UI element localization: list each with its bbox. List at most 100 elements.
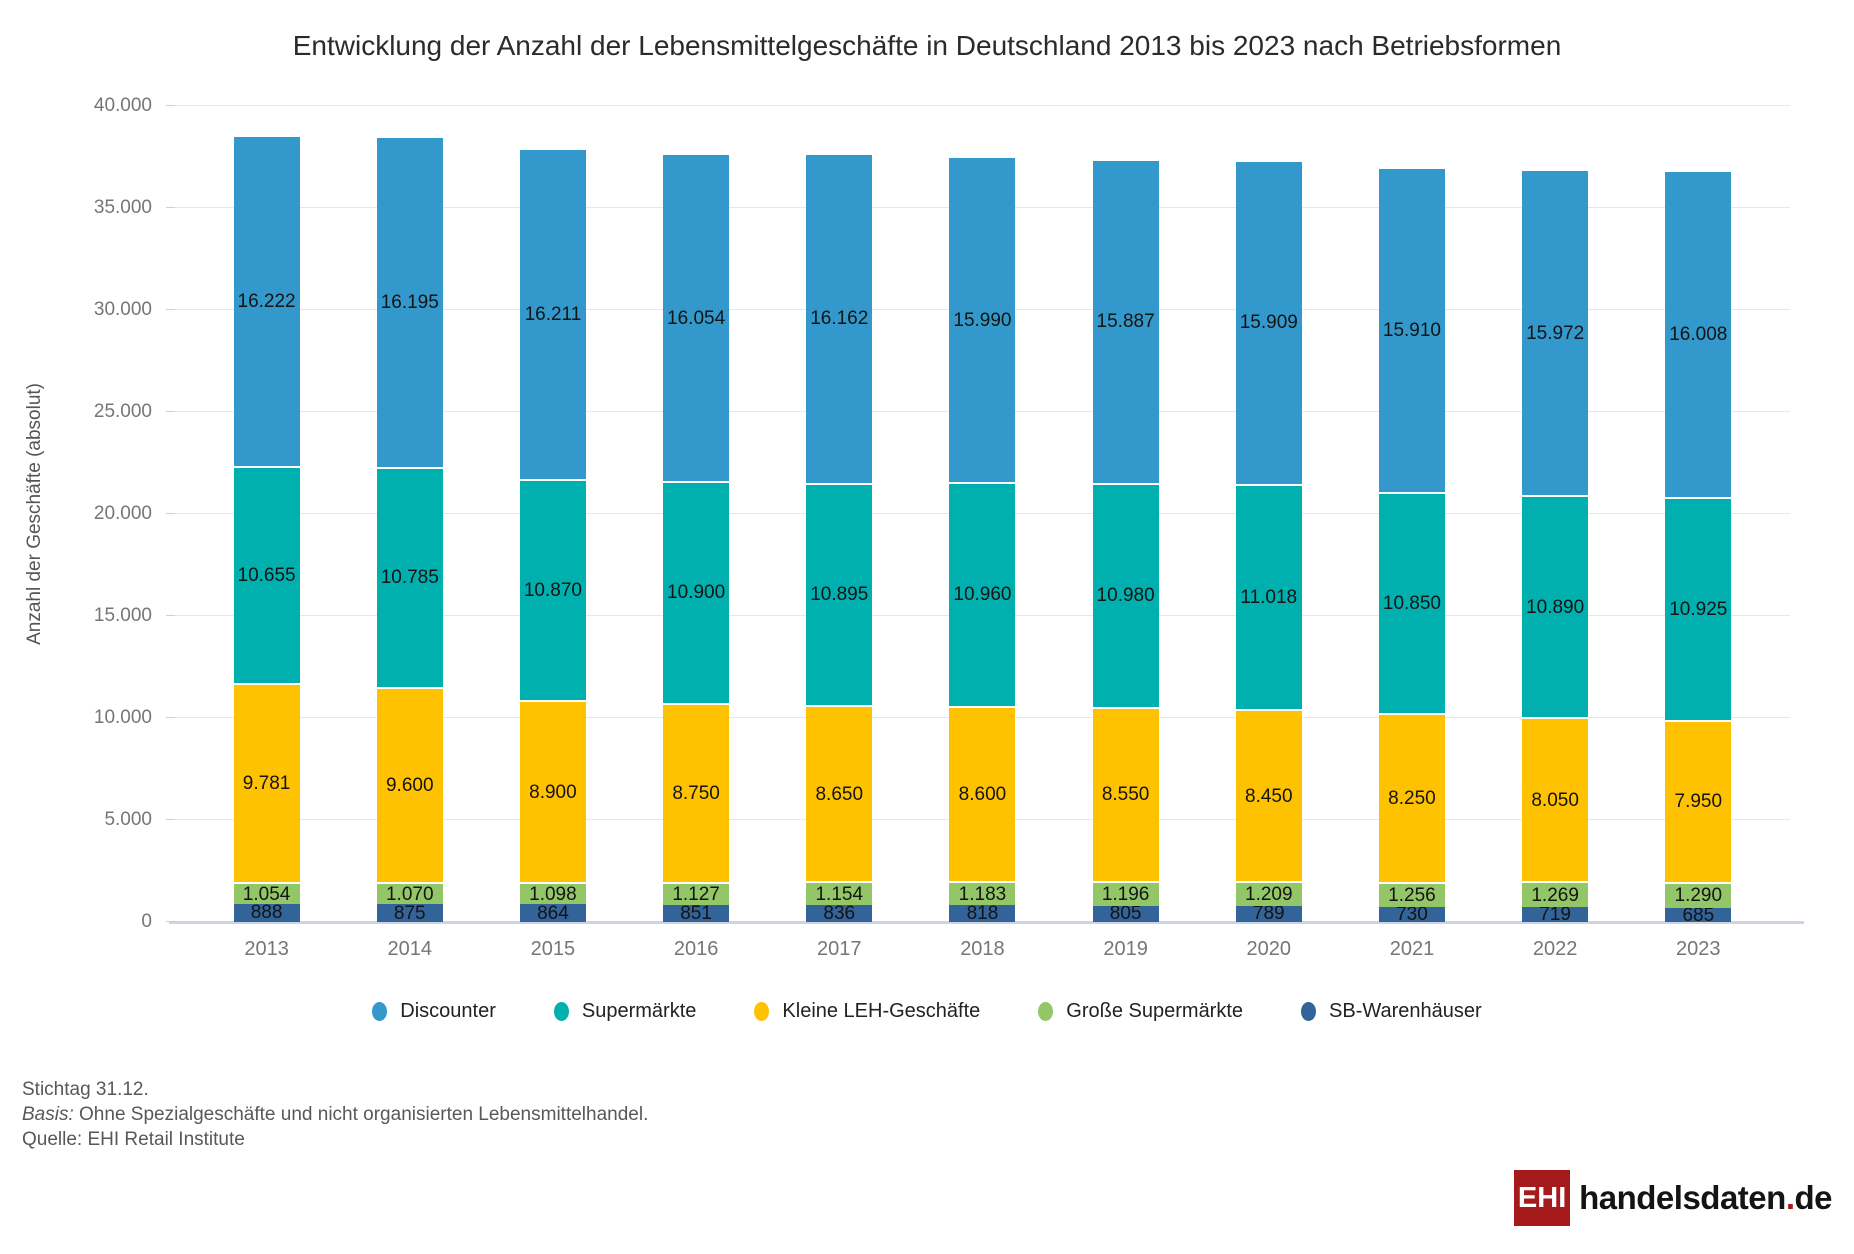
x-tick-label-2014: 2014 bbox=[387, 938, 433, 960]
axis-tick-mark bbox=[166, 411, 175, 412]
y-tick-label: 40.000 bbox=[93, 95, 152, 116]
segment-discounter: 15.887 bbox=[1092, 158, 1159, 483]
bars: 888 1.054 9.781 10.655 16.222 875 1.070 9.600 10… bbox=[175, 106, 1790, 926]
legend-item-discounter[interactable]: Discounter bbox=[372, 1000, 496, 1023]
segment-value-label: 836 bbox=[823, 902, 856, 924]
segment-value-label: 10.870 bbox=[523, 580, 582, 602]
segment-kleine-leh-gesch-fte: 8.750 bbox=[663, 703, 730, 882]
legend-item-superm-rkte[interactable]: Supermärkte bbox=[553, 1000, 697, 1023]
segment-gro-e-superm-rkte: 1.183 bbox=[949, 881, 1016, 906]
bar-2017: 836 1.154 8.650 10.895 16.162 bbox=[806, 153, 873, 924]
segment-value-label: 10.655 bbox=[237, 564, 296, 586]
segment-value-label: 10.960 bbox=[953, 584, 1012, 606]
segment-value-label: 16.211 bbox=[524, 303, 582, 325]
segment-kleine-leh-gesch-fte: 8.250 bbox=[1378, 713, 1445, 882]
segment-gro-e-superm-rkte: 1.054 bbox=[233, 882, 300, 904]
segment-value-label: 16.222 bbox=[237, 290, 296, 312]
segment-discounter: 16.008 bbox=[1665, 170, 1732, 497]
plot-area: 888 1.054 9.781 10.655 16.222 875 1.070 9.600 10… bbox=[166, 105, 1804, 926]
segment-value-label: 16.195 bbox=[380, 291, 439, 313]
segment-superm-rkte: 10.895 bbox=[806, 482, 873, 705]
segment-value-label: 1.269 bbox=[1531, 884, 1579, 906]
segment-value-label: 864 bbox=[537, 902, 569, 924]
segment-sb-warenh-user: 875 bbox=[376, 904, 443, 923]
legend-item-kleine-leh-gesch-fte[interactable]: Kleine LEH-Geschäfte bbox=[754, 1000, 980, 1023]
y-tick-label: 15.000 bbox=[93, 605, 152, 626]
segment-value-label: 16.054 bbox=[667, 307, 726, 329]
segment-kleine-leh-gesch-fte: 8.600 bbox=[949, 705, 1016, 882]
segment-gro-e-superm-rkte: 1.127 bbox=[663, 881, 730, 905]
axis-tick-mark bbox=[166, 105, 175, 106]
segment-value-label: 10.785 bbox=[380, 567, 439, 589]
segment-discounter: 15.910 bbox=[1378, 167, 1445, 492]
segment-value-label: 15.910 bbox=[1382, 320, 1442, 342]
segment-gro-e-superm-rkte: 1.154 bbox=[806, 881, 873, 905]
segment-value-label: 8.250 bbox=[1388, 787, 1436, 809]
y-tick-label: 30.000 bbox=[93, 299, 152, 320]
segment-value-label: 1.070 bbox=[385, 883, 434, 905]
x-tick-label-2017: 2017 bbox=[817, 938, 862, 960]
segment-value-label: 10.895 bbox=[810, 584, 869, 606]
axis-tick-mark bbox=[166, 615, 175, 616]
bar-2013: 888 1.054 9.781 10.655 16.222 bbox=[233, 134, 300, 924]
legend-label: Supermärkte bbox=[581, 1000, 697, 1022]
segment-value-label: 1.290 bbox=[1674, 885, 1723, 907]
segment-value-label: 10.890 bbox=[1526, 596, 1585, 618]
segment-superm-rkte: 10.925 bbox=[1665, 496, 1732, 720]
axis-tick-mark bbox=[166, 207, 175, 208]
legend-marker-icon bbox=[754, 1002, 770, 1021]
segment-kleine-leh-gesch-fte: 8.900 bbox=[519, 700, 586, 882]
segment-kleine-leh-gesch-fte: 9.600 bbox=[376, 686, 443, 883]
legend: Discounter Supermärkte Kleine LEH-Geschäft… bbox=[0, 1000, 1854, 1023]
segment-value-label: 1.256 bbox=[1388, 884, 1436, 906]
x-tick-label-2013: 2013 bbox=[244, 938, 289, 960]
legend-item-sb-warenh-user[interactable]: SB-Warenhäuser bbox=[1301, 1000, 1482, 1023]
segment-gro-e-superm-rkte: 1.256 bbox=[1378, 881, 1445, 908]
segment-gro-e-superm-rkte: 1.290 bbox=[1665, 881, 1732, 909]
legend-item-gro-e-superm-rkte[interactable]: Große Supermärkte bbox=[1038, 1000, 1243, 1023]
segment-sb-warenh-user: 789 bbox=[1235, 903, 1302, 925]
segment-value-label: 1.098 bbox=[529, 883, 577, 905]
segment-superm-rkte: 10.785 bbox=[376, 466, 443, 687]
axis-tick-mark bbox=[166, 921, 175, 922]
segment-value-label: 10.980 bbox=[1096, 585, 1155, 607]
bar-2023: 685 1.290 7.950 10.925 16.008 bbox=[1665, 170, 1732, 925]
segment-value-label: 730 bbox=[1396, 904, 1428, 926]
handelsdaten-logo[interactable]: EHI handelsdaten.de bbox=[1514, 1170, 1832, 1226]
segment-discounter: 16.222 bbox=[233, 134, 300, 466]
segment-value-label: 16.008 bbox=[1669, 323, 1728, 345]
legend-label: Discounter bbox=[400, 1000, 496, 1022]
logo-domain: handelsdaten bbox=[1579, 1179, 1786, 1216]
segment-superm-rkte: 10.960 bbox=[949, 482, 1016, 706]
segment-superm-rkte: 10.850 bbox=[1378, 491, 1445, 714]
segment-superm-rkte: 10.890 bbox=[1522, 495, 1589, 718]
segment-value-label: 15.887 bbox=[1096, 311, 1155, 333]
axis-tick-mark bbox=[166, 717, 175, 718]
segment-superm-rkte: 10.980 bbox=[1092, 482, 1159, 707]
x-tick-label-2021: 2021 bbox=[1389, 938, 1435, 960]
segment-value-label: 888 bbox=[250, 902, 283, 924]
segment-discounter: 15.972 bbox=[1522, 169, 1589, 496]
bar-2021: 730 1.256 8.250 10.850 15.910 bbox=[1378, 167, 1445, 926]
y-axis-ticks: 0 5.000 10.000 15.000 20.000 25.000 30.000 35.0… bbox=[0, 95, 152, 932]
segment-value-label: 1.154 bbox=[815, 883, 864, 905]
footer-quelle: Quelle: EHI Retail Institute bbox=[22, 1129, 245, 1150]
segment-value-label: 8.900 bbox=[529, 781, 577, 803]
logo-text: handelsdaten.de bbox=[1579, 1179, 1832, 1217]
segment-discounter: 16.211 bbox=[519, 148, 586, 479]
segment-value-label: 789 bbox=[1252, 903, 1285, 925]
segment-value-label: 15.990 bbox=[953, 309, 1012, 331]
x-axis-labels: 2013 2014 2015 2016 2017 2018 2019 2020 2021 2022… bbox=[175, 938, 1790, 961]
segment-value-label: 805 bbox=[1109, 903, 1142, 925]
segment-discounter: 16.054 bbox=[663, 153, 730, 481]
segment-gro-e-superm-rkte: 1.269 bbox=[1522, 881, 1589, 908]
segment-superm-rkte: 11.018 bbox=[1235, 484, 1302, 709]
y-tick-label: 20.000 bbox=[93, 503, 152, 524]
segment-value-label: 1.196 bbox=[1101, 883, 1150, 905]
segment-kleine-leh-gesch-fte: 7.950 bbox=[1665, 719, 1732, 882]
segment-sb-warenh-user: 685 bbox=[1665, 906, 1732, 925]
legend-label: Kleine LEH-Geschäfte bbox=[782, 1000, 981, 1022]
segment-value-label: 9.781 bbox=[242, 773, 291, 795]
segment-gro-e-superm-rkte: 1.209 bbox=[1235, 881, 1302, 906]
